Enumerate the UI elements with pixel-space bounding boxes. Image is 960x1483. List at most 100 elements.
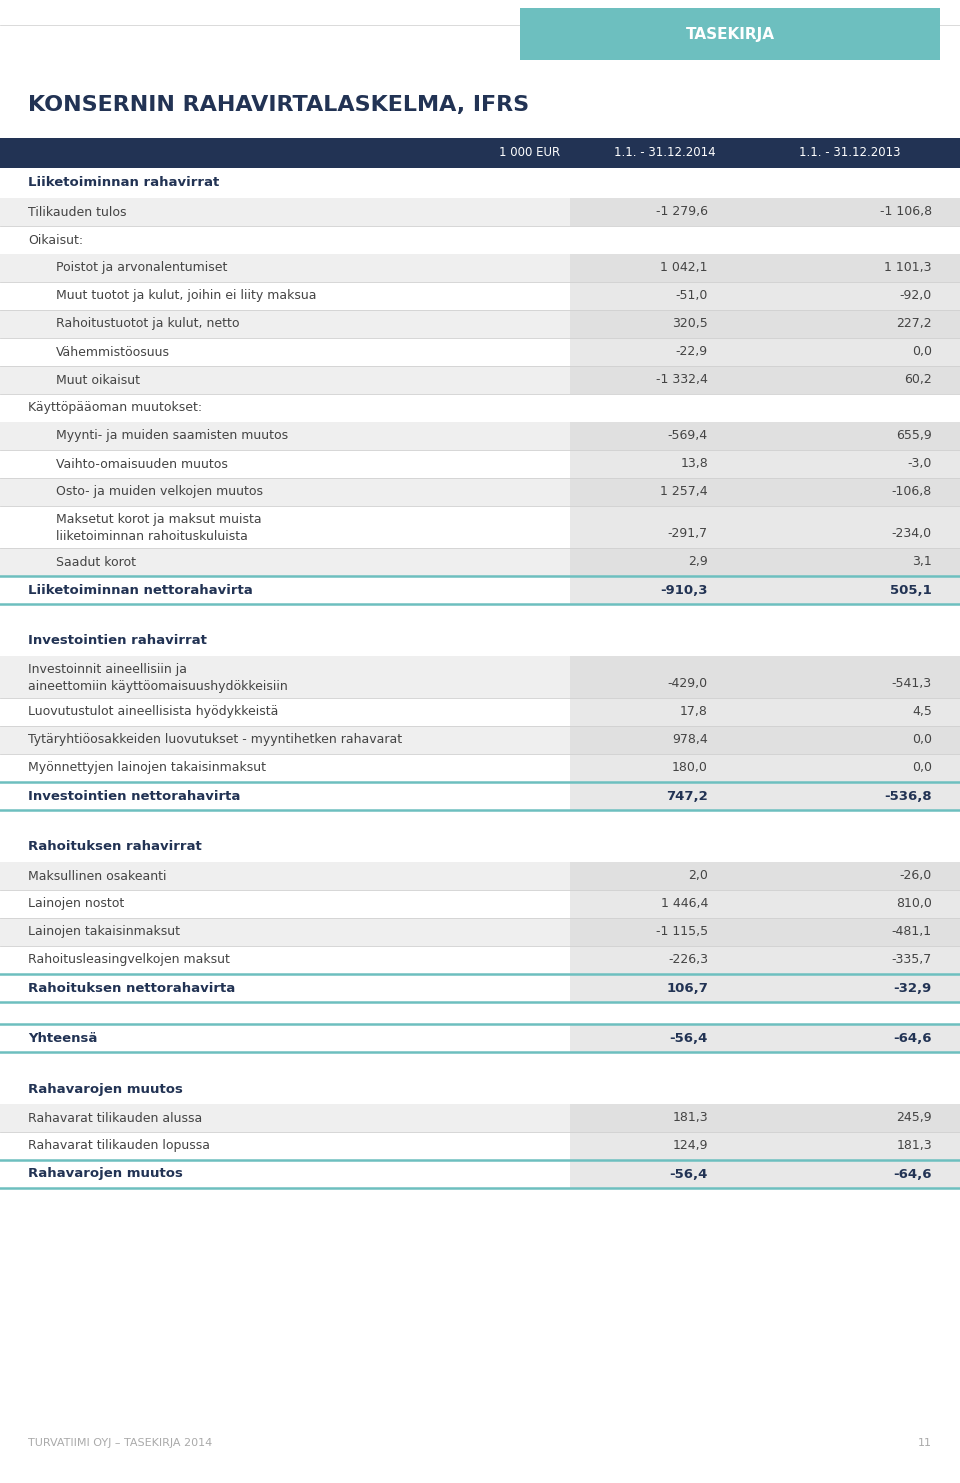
Text: Investoinnit aineellisiin ja: Investoinnit aineellisiin ja xyxy=(28,663,187,676)
FancyBboxPatch shape xyxy=(0,862,960,890)
Text: Poistot ja arvonalentumiset: Poistot ja arvonalentumiset xyxy=(56,261,228,274)
FancyBboxPatch shape xyxy=(570,338,960,366)
Text: -1 106,8: -1 106,8 xyxy=(880,206,932,218)
Text: Rahoituksen nettorahavirta: Rahoituksen nettorahavirta xyxy=(28,982,235,995)
Text: Osto- ja muiden velkojen muutos: Osto- ja muiden velkojen muutos xyxy=(56,485,263,498)
Text: 0,0: 0,0 xyxy=(912,346,932,359)
Text: Vähemmistöosuus: Vähemmistöosuus xyxy=(56,346,170,359)
FancyBboxPatch shape xyxy=(570,698,960,727)
Text: 13,8: 13,8 xyxy=(681,457,708,470)
FancyBboxPatch shape xyxy=(570,753,960,782)
FancyBboxPatch shape xyxy=(0,478,960,506)
Text: Rahoitustuotot ja kulut, netto: Rahoitustuotot ja kulut, netto xyxy=(56,317,239,331)
Text: Muut oikaisut: Muut oikaisut xyxy=(56,374,140,387)
FancyBboxPatch shape xyxy=(0,1103,960,1132)
FancyBboxPatch shape xyxy=(570,655,960,698)
Text: Rahavarat tilikauden alussa: Rahavarat tilikauden alussa xyxy=(28,1111,203,1124)
FancyBboxPatch shape xyxy=(0,138,960,168)
Text: aineettomiin käyttöomaisuushydökkeisiin: aineettomiin käyttöomaisuushydökkeisiin xyxy=(28,679,288,693)
Text: Yhteensä: Yhteensä xyxy=(28,1032,97,1044)
FancyBboxPatch shape xyxy=(570,549,960,575)
Text: -536,8: -536,8 xyxy=(884,789,932,802)
Text: 124,9: 124,9 xyxy=(673,1139,708,1152)
Text: Rahavarojen muutos: Rahavarojen muutos xyxy=(28,1083,182,1096)
Text: -64,6: -64,6 xyxy=(894,1032,932,1044)
Text: 810,0: 810,0 xyxy=(896,897,932,911)
Text: -429,0: -429,0 xyxy=(668,676,708,690)
Text: -92,0: -92,0 xyxy=(900,289,932,303)
Text: -64,6: -64,6 xyxy=(894,1167,932,1180)
Text: 1 101,3: 1 101,3 xyxy=(884,261,932,274)
Text: 2,9: 2,9 xyxy=(688,556,708,568)
FancyBboxPatch shape xyxy=(570,282,960,310)
Text: 227,2: 227,2 xyxy=(897,317,932,331)
Text: 60,2: 60,2 xyxy=(904,374,932,387)
Text: Oikaisut:: Oikaisut: xyxy=(28,233,84,246)
Text: Investointien nettorahavirta: Investointien nettorahavirta xyxy=(28,789,240,802)
Text: 11: 11 xyxy=(918,1439,932,1447)
FancyBboxPatch shape xyxy=(520,7,940,59)
Text: liiketoiminnan rahoituskuluista: liiketoiminnan rahoituskuluista xyxy=(56,529,248,543)
Text: -910,3: -910,3 xyxy=(660,583,708,596)
Text: 320,5: 320,5 xyxy=(672,317,708,331)
Text: -56,4: -56,4 xyxy=(670,1167,708,1180)
Text: Saadut korot: Saadut korot xyxy=(56,556,136,568)
Text: 655,9: 655,9 xyxy=(897,430,932,442)
FancyBboxPatch shape xyxy=(570,449,960,478)
Text: -226,3: -226,3 xyxy=(668,954,708,967)
FancyBboxPatch shape xyxy=(570,782,960,810)
FancyBboxPatch shape xyxy=(0,727,960,753)
FancyBboxPatch shape xyxy=(0,423,960,449)
Text: Lainojen takaisinmaksut: Lainojen takaisinmaksut xyxy=(28,925,180,939)
FancyBboxPatch shape xyxy=(570,478,960,506)
Text: 2,0: 2,0 xyxy=(688,869,708,882)
FancyBboxPatch shape xyxy=(570,946,960,974)
Text: 505,1: 505,1 xyxy=(890,583,932,596)
Text: Rahavarat tilikauden lopussa: Rahavarat tilikauden lopussa xyxy=(28,1139,210,1152)
Text: -1 332,4: -1 332,4 xyxy=(656,374,708,387)
Text: Myönnettyjen lainojen takaisinmaksut: Myönnettyjen lainojen takaisinmaksut xyxy=(28,761,266,774)
FancyBboxPatch shape xyxy=(570,423,960,449)
FancyBboxPatch shape xyxy=(0,199,960,225)
Text: Käyttöpääoman muutokset:: Käyttöpääoman muutokset: xyxy=(28,402,203,415)
Text: -291,7: -291,7 xyxy=(668,526,708,540)
Text: -3,0: -3,0 xyxy=(907,457,932,470)
Text: Tytäryhtiöosakkeiden luovutukset - myyntihetken rahavarat: Tytäryhtiöosakkeiden luovutukset - myynt… xyxy=(28,734,402,746)
Text: Liiketoiminnan rahavirrat: Liiketoiminnan rahavirrat xyxy=(28,176,219,190)
Text: 747,2: 747,2 xyxy=(666,789,708,802)
FancyBboxPatch shape xyxy=(570,1160,960,1188)
Text: Investointien rahavirrat: Investointien rahavirrat xyxy=(28,635,206,648)
FancyBboxPatch shape xyxy=(570,918,960,946)
FancyBboxPatch shape xyxy=(570,1103,960,1132)
FancyBboxPatch shape xyxy=(570,862,960,890)
FancyBboxPatch shape xyxy=(570,727,960,753)
FancyBboxPatch shape xyxy=(570,310,960,338)
Text: 0,0: 0,0 xyxy=(912,761,932,774)
Text: -335,7: -335,7 xyxy=(892,954,932,967)
Text: Lainojen nostot: Lainojen nostot xyxy=(28,897,124,911)
Text: -51,0: -51,0 xyxy=(676,289,708,303)
Text: -541,3: -541,3 xyxy=(892,676,932,690)
Text: Maksullinen osakeanti: Maksullinen osakeanti xyxy=(28,869,166,882)
Text: 3,1: 3,1 xyxy=(912,556,932,568)
Text: TASEKIRJA: TASEKIRJA xyxy=(685,27,775,42)
Text: -26,0: -26,0 xyxy=(900,869,932,882)
Text: -1 115,5: -1 115,5 xyxy=(656,925,708,939)
FancyBboxPatch shape xyxy=(570,199,960,225)
Text: Muut tuotot ja kulut, joihin ei liity maksua: Muut tuotot ja kulut, joihin ei liity ma… xyxy=(56,289,317,303)
Text: 0,0: 0,0 xyxy=(912,734,932,746)
FancyBboxPatch shape xyxy=(0,310,960,338)
Text: Tilikauden tulos: Tilikauden tulos xyxy=(28,206,127,218)
Text: 1 257,4: 1 257,4 xyxy=(660,485,708,498)
Text: 4,5: 4,5 xyxy=(912,706,932,718)
FancyBboxPatch shape xyxy=(570,575,960,604)
Text: -56,4: -56,4 xyxy=(670,1032,708,1044)
FancyBboxPatch shape xyxy=(0,366,960,394)
Text: -1 279,6: -1 279,6 xyxy=(656,206,708,218)
FancyBboxPatch shape xyxy=(570,974,960,1003)
FancyBboxPatch shape xyxy=(570,506,960,549)
Text: 106,7: 106,7 xyxy=(666,982,708,995)
Text: Rahoituksen rahavirrat: Rahoituksen rahavirrat xyxy=(28,841,202,854)
Text: 180,0: 180,0 xyxy=(672,761,708,774)
Text: 181,3: 181,3 xyxy=(897,1139,932,1152)
